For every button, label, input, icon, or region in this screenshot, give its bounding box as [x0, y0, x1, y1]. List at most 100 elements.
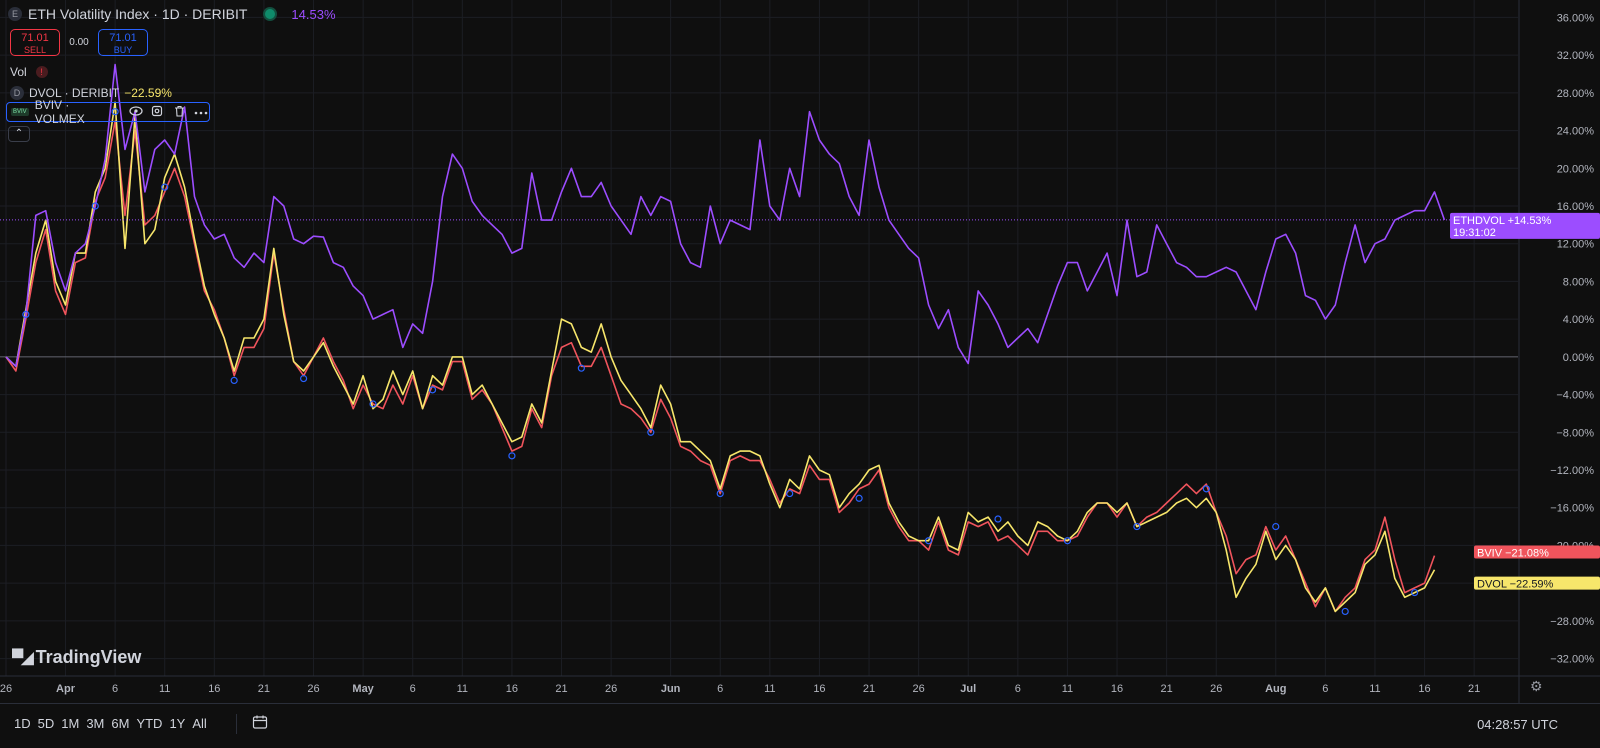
event-marker [855, 494, 863, 502]
y-tick-label: −32.00% [1550, 654, 1594, 666]
x-tick-label: Jun [661, 683, 681, 695]
y-tick-label: −8.00% [1556, 427, 1594, 439]
eye-icon[interactable] [128, 105, 144, 119]
utc-clock[interactable]: 04:28:57 UTC [1477, 717, 1558, 732]
chart-title[interactable]: ETH Volatility Index · 1D · DERIBIT [28, 6, 248, 22]
x-tick-label: 11 [159, 683, 170, 695]
x-tick-label: 6 [410, 683, 416, 695]
range-ytd[interactable]: YTD [136, 716, 163, 731]
tradingview-logo[interactable]: ▀◢ TradingView [12, 647, 141, 668]
x-tick-label: 21 [863, 683, 875, 695]
x-axis: 26 Apr 6 11 16 21 26 May 6 11 16 21 26 Jun 6 11 16 21 26 Ju… [0, 683, 1480, 695]
bviv-price-tag: BVIV −21.08% [1474, 545, 1600, 560]
y-tick-label: 0.00% [1563, 352, 1594, 364]
range-3m[interactable]: 3M [86, 716, 105, 731]
x-tick-label: 21 [258, 683, 270, 695]
event-marker [1063, 537, 1072, 545]
y-tick-label: 4.00% [1563, 314, 1594, 326]
x-tick-label: May [352, 683, 374, 695]
y-tick-label: 28.00% [1557, 88, 1595, 100]
x-tick-label: 26 [913, 683, 925, 695]
legend-bviv[interactable]: BVIV BVIV · VOLMEX [6, 98, 210, 126]
x-tick-label: 11 [1369, 683, 1380, 695]
series-line-bviv [5, 120, 1436, 613]
sell-button[interactable]: 71.01 SELL [10, 29, 60, 56]
x-tick-label: 11 [457, 683, 468, 695]
chevron-up-icon: ⌃ [14, 128, 24, 139]
event-marker [91, 202, 99, 210]
more-icon[interactable] [193, 106, 209, 118]
x-tick-label: 26 [0, 683, 12, 695]
range-1y[interactable]: 1Y [169, 716, 186, 731]
x-tick-label: 11 [764, 683, 775, 695]
series-line-dvol [5, 101, 1436, 613]
x-tick-label: 26 [1210, 683, 1222, 695]
event-marker [369, 400, 377, 408]
x-tick-label: 16 [1111, 683, 1123, 695]
trash-icon[interactable] [171, 105, 187, 120]
range-all[interactable]: All [192, 716, 207, 731]
warning-icon[interactable]: ! [35, 66, 48, 78]
x-tick-label: 6 [112, 683, 118, 695]
gear-icon[interactable]: ⚙ [1530, 678, 1543, 694]
x-tick-label: 6 [1322, 683, 1328, 695]
x-tick-label: 16 [1418, 683, 1430, 695]
ethdvol-price-tag: ETHDVOL +14.53% 19:31:02 [1450, 212, 1600, 239]
dvol-price-tag-bg [1474, 576, 1600, 590]
y-axis: 36.00% 32.00% 28.00% 24.00% 20.00% 16.00% 12.0… [1550, 12, 1594, 665]
x-tick-label: Aug [1265, 683, 1286, 695]
price-labels: ETHDVOL +14.53% 19:31:02 BVIV −21.08% DVOL… [1450, 212, 1600, 591]
y-tick-label: 12.00% [1557, 239, 1595, 251]
range-1m[interactable]: 1M [61, 716, 80, 731]
chart-header: E ETH Volatility Index · 1D · DERIBIT 14… [8, 6, 336, 22]
ethdvol-tag-value: ETHDVOL +14.53% [1453, 215, 1552, 227]
event-marker [1272, 522, 1280, 531]
x-tick-label: 21 [1161, 683, 1173, 695]
y-tick-label: 8.00% [1563, 276, 1594, 288]
bottom-toolbar: 1D 5D 1M 3M 6M YTD 1Y All 04:28:57 UTC [0, 703, 1600, 748]
event-marker [111, 108, 119, 116]
x-tick-label: 16 [813, 683, 825, 695]
x-tick-label: 21 [555, 683, 567, 695]
trade-buttons: 71.01 SELL 0.00 71.01 BUY [10, 29, 148, 56]
range-1d[interactable]: 1D [14, 716, 31, 731]
y-tick-label: −4.00% [1556, 390, 1594, 402]
buy-label: BUY [113, 45, 133, 55]
symbol-badge[interactable]: E [8, 7, 22, 21]
buy-button[interactable]: 71.01 BUY [98, 29, 148, 56]
x-tick-label: 16 [208, 683, 220, 695]
chart-grid [0, 0, 1600, 703]
y-tick-label: 16.00% [1557, 201, 1595, 213]
market-status-icon[interactable] [263, 7, 278, 21]
toolbar-divider [236, 714, 237, 734]
ethdvol-countdown: 19:31:02 [1453, 227, 1496, 239]
range-5d[interactable]: 5D [37, 716, 55, 731]
legend-vol[interactable]: Vol ! [10, 65, 48, 79]
x-tick-label: 26 [307, 683, 319, 695]
collapse-legend-button[interactable]: ⌃ [8, 126, 30, 142]
event-marker [1411, 588, 1419, 597]
event-marker [994, 515, 1002, 523]
legend-dvol[interactable]: D DVOL · DERIBIT −22.59% [10, 86, 172, 100]
event-marker [924, 537, 933, 545]
dvol-label: DVOL · DERIBIT [29, 86, 120, 100]
calendar-icon[interactable] [252, 714, 268, 734]
header-change: 14.53% [291, 6, 336, 22]
y-tick-label: 36.00% [1557, 12, 1595, 24]
event-marker [428, 386, 437, 394]
event-marker [647, 428, 655, 436]
logo-mark-icon: ▀◢ [12, 649, 34, 667]
settings-icon[interactable] [150, 105, 166, 120]
range-6m[interactable]: 6M [111, 716, 130, 731]
y-tick-label: −28.00% [1550, 616, 1594, 628]
vol-label: Vol [10, 65, 27, 79]
x-tick-label: 21 [1468, 683, 1480, 695]
event-marker [508, 452, 516, 460]
sell-label: SELL [23, 45, 47, 55]
bviv-tag-value: BVIV −21.08% [1477, 548, 1549, 560]
x-tick-label: 6 [717, 683, 723, 695]
dvol-badge: D [10, 86, 24, 100]
event-marker [716, 489, 724, 498]
range-selector: 1D 5D 1M 3M 6M YTD 1Y All [14, 716, 214, 731]
